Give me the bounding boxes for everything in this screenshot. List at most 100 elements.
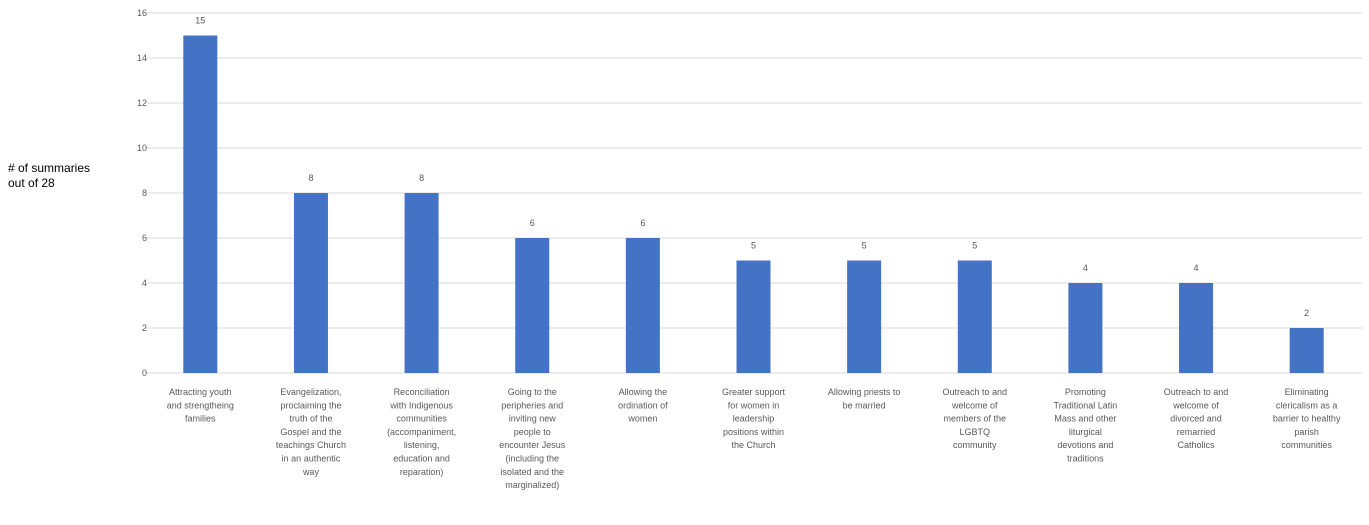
category-label-line: listening,: [404, 440, 440, 450]
data-label: 5: [972, 241, 977, 251]
data-label: 6: [640, 218, 645, 228]
data-label: 4: [1083, 263, 1088, 273]
category-label: Reconciliation with Indigenous communities…: [387, 387, 456, 477]
bar: [1289, 328, 1324, 373]
bar: [293, 193, 328, 373]
category-label-line: Allowing priests to: [828, 387, 901, 397]
bar: [1068, 283, 1103, 373]
category-label-line: Reconciliation: [394, 387, 450, 397]
category-label-line: welcome of: [951, 400, 998, 410]
data-label: 2: [1304, 308, 1309, 318]
gridlines: [145, 12, 1362, 374]
category-label-line: Greater support: [722, 387, 786, 397]
category-label-line: Mass and other: [1054, 414, 1116, 424]
category-label-line: traditions: [1067, 454, 1104, 464]
category-label: Eliminating clericalism as a barrier to he…: [1273, 387, 1341, 450]
category-label-line: inviting new: [509, 414, 557, 424]
category-label-line: members of the: [944, 414, 1007, 424]
category-label-line: in an authentic: [282, 454, 341, 464]
category-label: Greater support for women in leadership pos…: [722, 387, 786, 450]
category-label-line: community: [953, 440, 997, 450]
category-label-line: the Church: [731, 440, 775, 450]
category-label: Allowing the ordination of women: [618, 387, 668, 424]
category-label-line: encounter Jesus: [499, 440, 566, 450]
data-label: 15: [195, 16, 205, 26]
category-label: Allowing priests to be married: [828, 387, 901, 410]
category-label-line: communities: [1281, 440, 1332, 450]
category-label-line: devotions and: [1057, 440, 1113, 450]
category-label-line: people to: [514, 427, 551, 437]
category-label-line: (accompaniment,: [387, 427, 456, 437]
bar: [404, 193, 439, 373]
category-label-line: Eliminating: [1285, 387, 1329, 397]
category-label-line: positions within: [723, 427, 784, 437]
data-labels: 15 8 8 6 6 5 5 5 4 4 2: [195, 16, 1309, 319]
data-label: 8: [419, 173, 424, 183]
category-label-line: (including the: [505, 454, 559, 464]
category-label-line: Attracting youth: [169, 387, 232, 397]
category-label-line: clericalism as a: [1276, 400, 1338, 410]
category-label-line: peripheries and: [501, 400, 563, 410]
data-label: 8: [308, 173, 313, 183]
category-label-line: isolated and the: [500, 467, 564, 477]
category-label-line: leadership: [733, 414, 775, 424]
category-label-line: Allowing the: [619, 387, 668, 397]
category-label: Outreach to and welcome of divorced and rem…: [1164, 387, 1229, 450]
category-label-line: Going to the: [508, 387, 557, 397]
category-label-line: Gospel and the: [280, 427, 341, 437]
y-tick-label: 2: [142, 323, 147, 333]
bar: [957, 260, 992, 373]
bar: [847, 260, 882, 373]
category-label: Attracting youth and strengtheing families: [167, 387, 234, 424]
y-tick-label: 14: [137, 53, 147, 63]
category-label-line: barrier to healthy: [1273, 414, 1341, 424]
y-axis-title-line-1: # of summaries: [8, 161, 91, 175]
category-label-line: proclaiming the: [280, 400, 341, 410]
category-label-line: Traditional Latin: [1054, 400, 1118, 410]
category-label-line: Outreach to and: [942, 387, 1007, 397]
category-label-line: Promoting: [1065, 387, 1106, 397]
category-label-line: LGBTQ: [960, 427, 991, 437]
category-label: Outreach to and welcome of members of the L…: [942, 387, 1007, 450]
category-label-line: communities: [396, 414, 447, 424]
y-axis-title-line-2: out of 28: [8, 176, 55, 190]
category-label-line: education and: [393, 454, 450, 464]
y-tick-label: 10: [137, 143, 147, 153]
category-label-line: and strengtheing: [167, 400, 234, 410]
bar: [183, 35, 218, 373]
category-label-line: liturgical: [1069, 427, 1102, 437]
y-tick-label: 0: [142, 368, 147, 378]
category-label-line: parish: [1294, 427, 1319, 437]
data-label: 6: [530, 218, 535, 228]
category-label-line: way: [302, 467, 320, 477]
y-tick-label: 16: [137, 8, 147, 18]
category-label-line: for women in: [728, 400, 780, 410]
category-label-line: with Indigenous: [389, 400, 453, 410]
y-tick-label: 4: [142, 278, 147, 288]
category-label-line: Evangelization,: [280, 387, 341, 397]
data-label: 5: [751, 241, 756, 251]
category-label-line: welcome of: [1172, 400, 1219, 410]
category-label-line: truth of the: [289, 414, 332, 424]
data-label: 4: [1194, 263, 1199, 273]
y-tick-label: 8: [142, 188, 147, 198]
category-label-line: Catholics: [1178, 440, 1216, 450]
y-tick-label: 6: [142, 233, 147, 243]
data-label: 5: [862, 241, 867, 251]
category-label-line: marginalized): [505, 480, 559, 490]
category-label-line: ordination of: [618, 400, 668, 410]
category-label-line: be married: [843, 400, 886, 410]
category-label: Evangelization, proclaiming the truth of t…: [276, 387, 346, 477]
y-axis-title: # of summaries out of 28: [8, 161, 118, 191]
y-axis-ticks: 0 2 4 6 8 10 12 14 16: [137, 8, 147, 378]
category-label-line: divorced and: [1170, 414, 1222, 424]
bar: [625, 238, 660, 373]
bars: [183, 35, 1324, 373]
category-label-line: families: [185, 414, 216, 424]
category-label-line: remarried: [1177, 427, 1216, 437]
category-label-line: Outreach to and: [1164, 387, 1229, 397]
y-tick-label: 12: [137, 98, 147, 108]
bar: [515, 238, 550, 373]
bar: [736, 260, 771, 373]
